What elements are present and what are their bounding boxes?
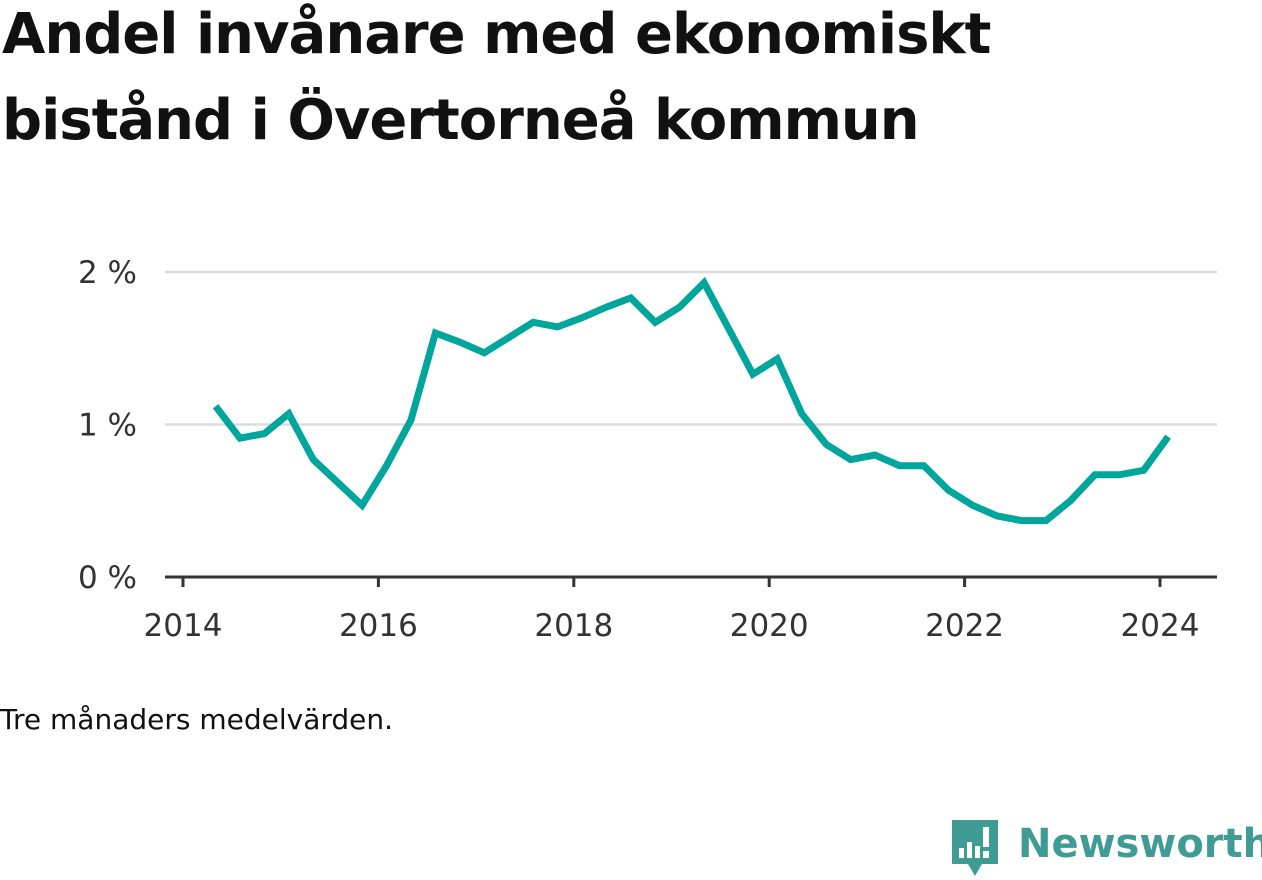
data-point xyxy=(872,452,878,458)
data-point xyxy=(970,502,976,508)
data-point xyxy=(555,324,561,330)
x-tick-label: 2024 xyxy=(1121,608,1200,644)
data-point xyxy=(1116,472,1122,478)
data-point xyxy=(1165,434,1171,440)
series-line-0 xyxy=(212,276,1171,525)
chart-title: Andel invånare med ekonomiskt bistånd i … xyxy=(2,2,991,153)
chart-footnote: Tre månaders medelvärden. xyxy=(0,703,394,736)
data-point xyxy=(213,403,219,409)
data-point xyxy=(945,487,951,493)
data-point xyxy=(1019,518,1025,524)
data-point xyxy=(310,457,316,463)
data-point xyxy=(335,479,341,485)
data-point xyxy=(359,502,365,508)
data-point xyxy=(652,319,658,325)
data-point xyxy=(603,304,609,310)
x-axis: 2014 2016 2018 2020 2022 2024 xyxy=(144,575,1217,644)
x-tick-label: 2016 xyxy=(339,608,418,644)
data-point xyxy=(408,417,414,423)
data-point xyxy=(774,356,780,362)
x-tick-label: 2018 xyxy=(534,608,613,644)
data-point xyxy=(481,350,487,356)
data-point xyxy=(1092,472,1098,478)
data-point xyxy=(579,315,585,321)
series-layer xyxy=(212,276,1171,525)
y-tick-label: 0 % xyxy=(78,560,137,596)
data-point xyxy=(1043,518,1049,524)
data-point xyxy=(921,463,927,469)
x-tick-label: 2020 xyxy=(730,608,809,644)
y-tick-label: 1 % xyxy=(78,408,137,444)
data-point xyxy=(799,411,805,417)
data-point xyxy=(994,513,1000,519)
data-point xyxy=(701,280,707,286)
data-point xyxy=(261,431,267,437)
data-point xyxy=(384,463,390,469)
data-point xyxy=(823,441,829,447)
data-point xyxy=(677,304,683,310)
y-axis-tick-labels: 0 % 1 % 2 % xyxy=(78,255,137,596)
x-tick-label: 2014 xyxy=(144,608,223,644)
newsworthy-logo-icon xyxy=(952,820,998,876)
data-point xyxy=(750,371,756,377)
data-point xyxy=(237,435,243,441)
data-point xyxy=(628,295,634,301)
data-point xyxy=(530,319,536,325)
brand-logo: Newsworthy xyxy=(950,818,1262,880)
data-point xyxy=(848,457,854,463)
data-point xyxy=(896,463,902,469)
data-point xyxy=(1067,498,1073,504)
data-point xyxy=(1141,467,1147,473)
y-tick-label: 2 % xyxy=(78,255,137,291)
data-point xyxy=(457,339,463,345)
data-point xyxy=(506,335,512,341)
brand-name: Newsworthy xyxy=(1018,821,1262,867)
data-point xyxy=(432,330,438,336)
data-point xyxy=(286,411,292,417)
x-tick-label: 2022 xyxy=(925,608,1004,644)
data-point xyxy=(725,325,731,331)
gridlines xyxy=(165,270,1217,426)
